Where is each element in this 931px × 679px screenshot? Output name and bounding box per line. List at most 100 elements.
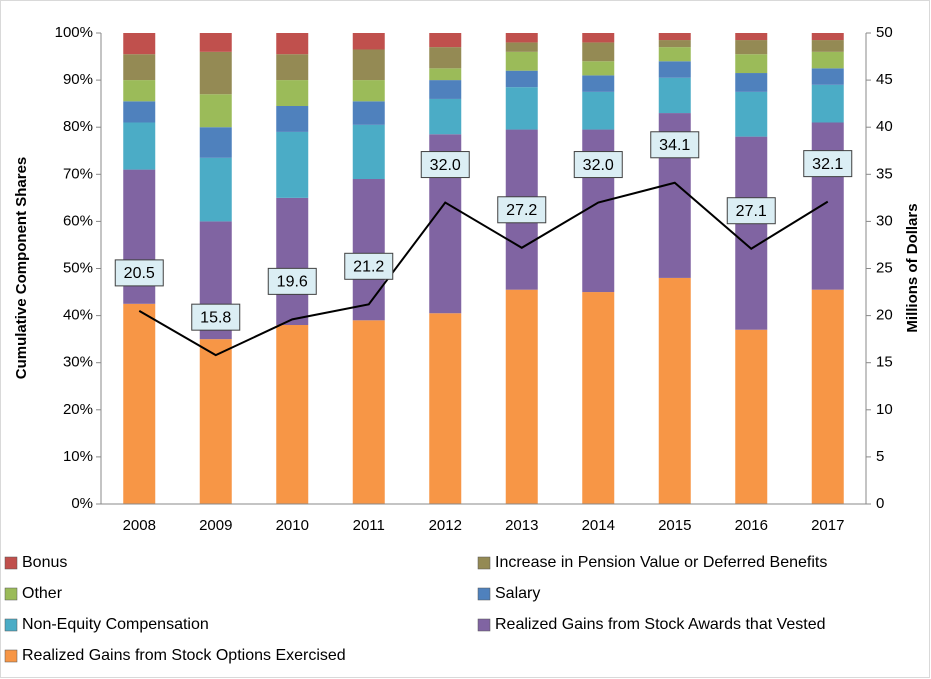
data-label-box [114,259,164,287]
bar-segment [811,51,844,69]
bar-segment [429,47,462,69]
bar-segment [735,40,768,55]
data-label-box [267,267,317,295]
legend-label: Salary [495,585,540,602]
data-label-box [650,131,700,159]
bar-segment [505,289,538,504]
bar-segment [658,33,691,41]
bar-segment [199,51,232,95]
data-label: 21.2 [353,259,384,276]
data-label: 20.5 [124,265,155,282]
legend-swatch [4,618,18,632]
bar-segment [276,33,309,55]
data-label: 27.1 [736,203,767,220]
bar-segment [199,157,232,222]
y2-tick-label: 0 [876,495,884,512]
bar-segment [735,136,768,330]
bar-segment [811,122,844,290]
y-tick-label: 50% [63,259,93,276]
y2-tick-label: 35 [876,165,893,182]
bar-segment [811,68,844,85]
x-tick-label: 2016 [735,517,768,534]
y-tick-label: 20% [63,401,93,418]
bar-segment [352,80,385,102]
data-label-box [497,196,547,224]
bar-segment [123,101,156,123]
y-tick-label: 10% [63,448,93,465]
data-label-box [726,197,776,225]
x-tick-label: 2009 [199,517,232,534]
bar-segment [658,61,691,78]
y2-tick-label: 50 [876,24,893,41]
y2-tick-label: 30 [876,212,893,229]
data-label: 34.1 [659,137,690,154]
y-tick-label: 60% [63,212,93,229]
data-label: 32.0 [583,157,614,174]
bar-segment [505,33,538,43]
bar-segment [276,325,309,504]
data-label: 27.2 [506,202,537,219]
bar-segment [582,292,615,504]
y2-tick-label: 10 [876,401,893,418]
bar-segment [352,320,385,504]
bar-segment [582,61,615,76]
x-tick-label: 2013 [505,517,538,534]
y2-tick-label: 15 [876,354,893,371]
bar-segment [582,42,615,62]
y-tick-label: 100% [55,24,93,41]
bar-segment [582,91,615,130]
x-tick-label: 2008 [123,517,156,534]
x-tick-label: 2017 [811,517,844,534]
y-axis-title: Cumulative Component Shares [13,157,30,380]
bar-segment [429,313,462,504]
legend-label: Realized Gains from Stock Awards that Ve… [495,616,826,633]
x-tick-label: 2015 [658,517,691,534]
bar-segment [352,179,385,321]
y-tick-label: 40% [63,307,93,324]
bar-segment [582,75,615,92]
bar-segment [123,303,156,504]
legend-swatch [4,556,18,570]
y-tick-label: 0% [71,495,93,512]
y-tick-label: 70% [63,165,93,182]
data-label: 32.0 [430,157,461,174]
bar-segment [735,54,768,74]
bar-segment [199,94,232,128]
y-tick-label: 90% [63,71,93,88]
bar-segment [123,122,156,170]
bar-segment [505,51,538,71]
y-tick-label: 30% [63,354,93,371]
data-label-box [420,151,470,179]
bar-segment [276,197,309,326]
bar-segment [505,70,538,88]
data-label-box [344,252,394,280]
bar-segment [735,33,768,41]
bar-segment [352,101,385,125]
bar-segment [123,33,156,55]
legend-label: Increase in Pension Value or Deferred Be… [495,554,827,571]
legend-swatch [477,556,491,570]
bar-segment [429,68,462,81]
bar-segment [352,124,385,180]
bar-segment [276,80,309,107]
bar-segment [123,54,156,81]
bar-segment [658,40,691,48]
data-label: 15.8 [200,309,231,326]
legend-swatch [4,587,18,601]
x-tick-label: 2012 [429,517,462,534]
bar-segment [582,33,615,43]
y2-tick-label: 5 [876,448,884,465]
data-label: 32.1 [812,156,843,173]
data-label-box [803,150,853,178]
bar-segment [352,49,385,81]
y2-tick-label: 40 [876,118,893,135]
legend-swatch [477,618,491,632]
line-series [138,181,829,357]
bar-segment [199,127,232,158]
bar-segment [276,131,309,198]
bar-segment [658,277,691,504]
x-tick-label: 2014 [582,517,615,534]
bar-segment [429,98,462,135]
bar-segment [735,73,768,92]
